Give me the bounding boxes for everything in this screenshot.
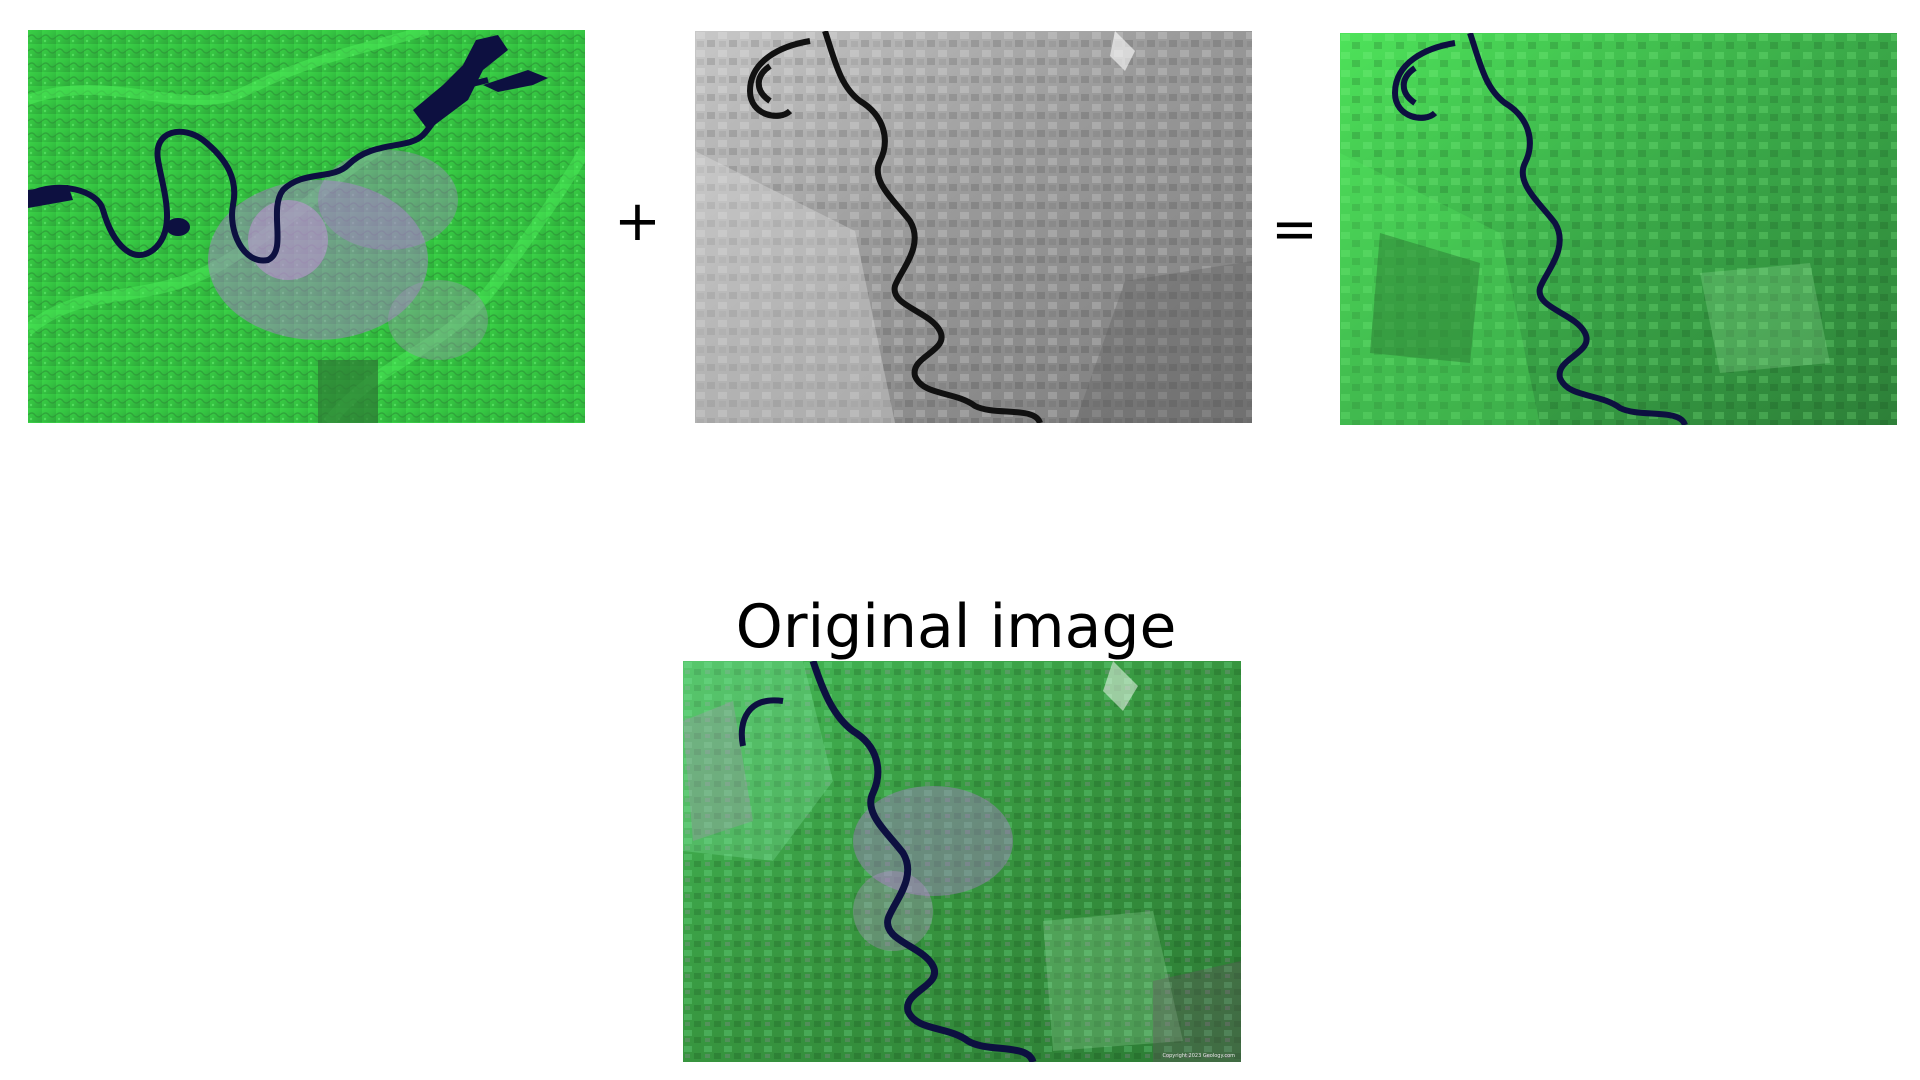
false-color-satellite-svg bbox=[28, 30, 585, 423]
false-color-satellite-image bbox=[28, 30, 585, 423]
river bbox=[809, 661, 1037, 1062]
plus-operator: + bbox=[614, 189, 661, 254]
original-satellite-svg bbox=[683, 661, 1241, 1062]
river bbox=[1391, 33, 1688, 425]
original-satellite-image: Copyright 2023 Geology.com bbox=[683, 661, 1241, 1062]
grayscale-satellite-image bbox=[695, 31, 1252, 423]
original-image-caption: Original image bbox=[735, 592, 1177, 662]
copyright-credit: Copyright 2023 Geology.com bbox=[1162, 1053, 1235, 1059]
grayscale-satellite-svg bbox=[695, 31, 1252, 423]
fused-satellite-image bbox=[1340, 33, 1897, 425]
equals-operator: = bbox=[1271, 197, 1318, 262]
river bbox=[28, 77, 489, 264]
urban-area bbox=[208, 150, 488, 360]
fused-satellite-svg bbox=[1340, 33, 1897, 425]
river bbox=[746, 31, 1043, 423]
